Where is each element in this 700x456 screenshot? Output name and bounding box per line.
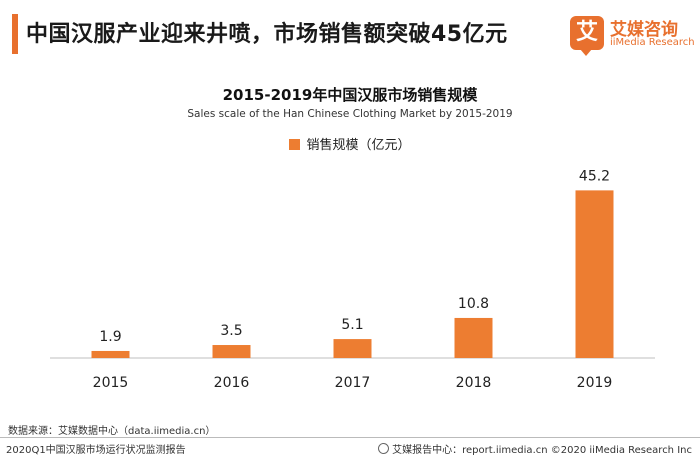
- bar-2016: [212, 345, 251, 358]
- bar-2017: [333, 339, 372, 358]
- data-source: 数据来源：艾媒数据中心（data.iimedia.cn）: [8, 426, 216, 437]
- legend-label: 销售规模（亿元）: [306, 138, 411, 153]
- page-headline: 中国汉服产业迎来井喷，市场销售额突破45亿元: [26, 22, 508, 47]
- header: 中国汉服产业迎来井喷，市场销售额突破45亿元 艾 艾媒咨询 iiMedia Re…: [0, 0, 700, 70]
- x-tick-2019: 2019: [577, 375, 613, 391]
- data-label-2017: 5.1: [341, 317, 363, 333]
- data-label-2015: 1.9: [99, 329, 121, 345]
- iimedia-logo: 艾 艾媒咨询 iiMedia Research: [570, 12, 695, 56]
- bar-2015: [91, 350, 130, 358]
- x-tick-2018: 2018: [456, 375, 492, 391]
- globe-icon: [378, 443, 390, 454]
- chart-subtitle: Sales scale of the Han Chinese Clothing …: [187, 108, 513, 120]
- bar-2019: [575, 190, 614, 358]
- report-name: 2020Q1中国汉服市场运行状况监测报告: [6, 445, 186, 456]
- bar-2018: [454, 317, 493, 358]
- x-tick-2016: 2016: [214, 375, 250, 391]
- bar-chart: 1.9 2015 3.5 2016 5.1 2017 10.8 2018 45.2 2019: [50, 168, 655, 391]
- data-label-2018: 10.8: [458, 296, 489, 312]
- footer-site-text: 艾媒报告中心：report.iimedia.cn ©2020 iiMedia R…: [392, 445, 692, 456]
- logo-english-name: iiMedia Research: [610, 37, 695, 48]
- logo-mark-icon: 艾: [570, 16, 604, 56]
- chart-legend: 销售规模（亿元）: [0, 134, 700, 153]
- footer-site: 艾媒报告中心：report.iimedia.cn ©2020 iiMedia R…: [378, 441, 692, 456]
- legend-swatch: [289, 139, 301, 150]
- data-label-2019: 45.2: [579, 168, 610, 184]
- footer-divider: [0, 437, 700, 438]
- x-tick-2015: 2015: [93, 375, 129, 391]
- logo-chinese-name: 艾媒咨询: [610, 20, 678, 40]
- chart-title: 2015-2019年中国汉服市场销售规模: [222, 86, 478, 104]
- data-label-2016: 3.5: [220, 323, 242, 339]
- x-tick-2017: 2017: [335, 375, 371, 391]
- title-accent-bar: [12, 14, 18, 54]
